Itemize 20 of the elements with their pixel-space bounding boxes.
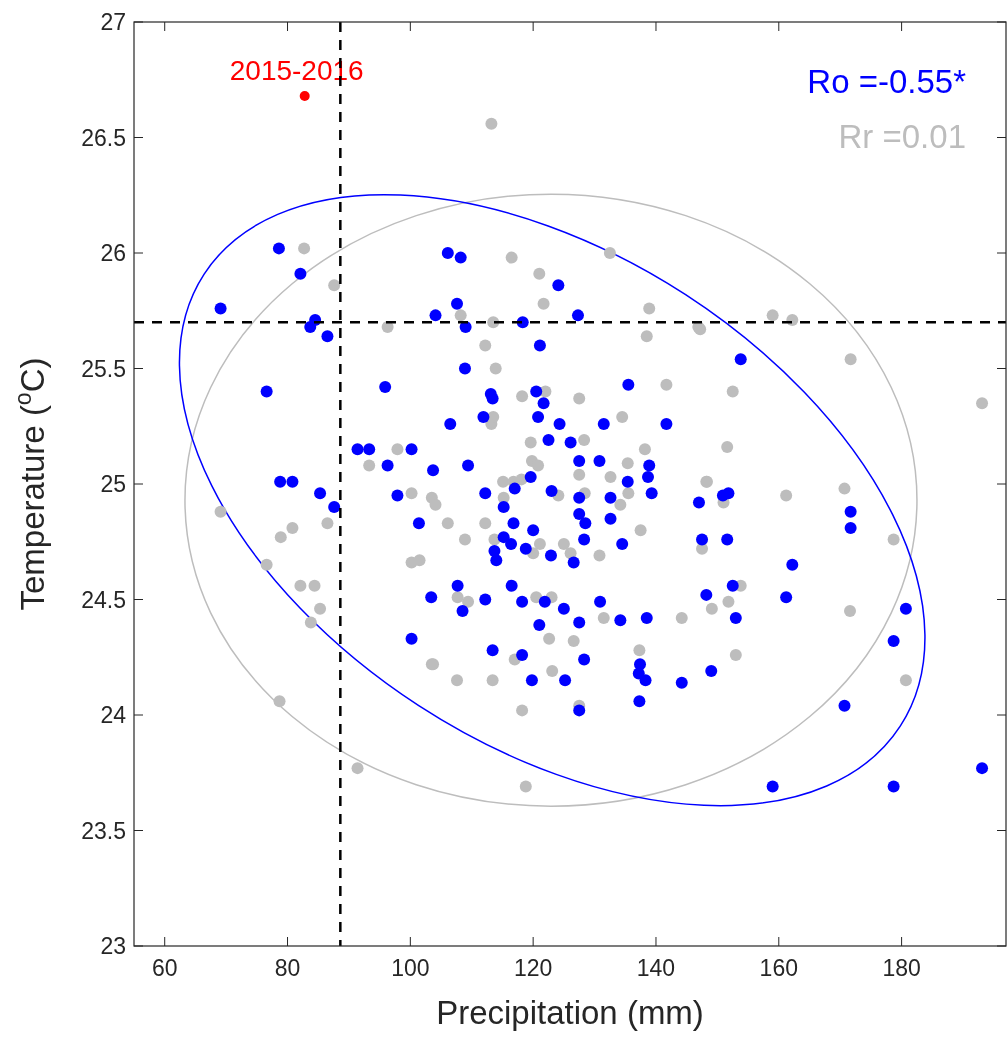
y-tick-label: 23.5 [81,817,126,844]
x-tick-label: 80 [274,955,301,981]
y-tick-label: 25 [100,471,126,497]
y-tick-label: 23 [100,933,126,959]
y-tick-label: 24 [100,702,127,728]
x-tick-label: 120 [513,955,553,981]
x-tick-label: 180 [882,955,921,981]
annotation: Ro =-0.55* [807,63,967,100]
x-tick-label: 60 [151,955,178,981]
x-tick-label: 140 [636,955,676,981]
y-tick-label: 25.5 [81,355,126,382]
y-tick-label: 27 [100,9,126,35]
y-tick-label: 26.5 [81,124,126,151]
y-tick-label: 24.5 [81,586,126,613]
series-label: 2015-2016 [229,54,364,86]
x-axis-title: Precipitation (mm) [436,994,704,1031]
x-tick-label: 100 [391,955,430,981]
x-tick-label: 160 [759,955,798,981]
annotation: Rr =0.01 [838,118,966,155]
y-tick-label: 26 [100,240,126,266]
